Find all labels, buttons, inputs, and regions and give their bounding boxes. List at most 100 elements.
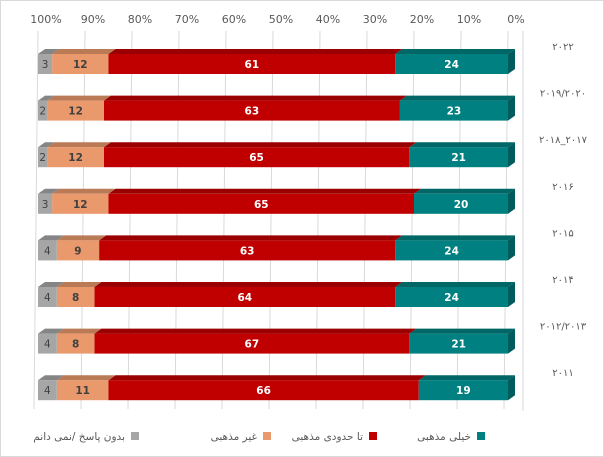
bar-segment [103, 100, 400, 121]
bar-top [409, 328, 515, 334]
bar-segment [395, 287, 508, 307]
data-label: 11 [75, 385, 90, 397]
bar-segment [103, 147, 410, 168]
category-label: ۲۰۱۸_۲۰۱۷ [539, 135, 588, 146]
bar-top [38, 235, 64, 241]
bar-top [38, 49, 60, 54]
data-label: 24 [444, 245, 459, 257]
gridline [33, 30, 39, 410]
data-label: 9 [74, 245, 81, 257]
bar-segment [414, 193, 508, 214]
bar-segment [409, 147, 508, 168]
bar-top [108, 375, 426, 381]
data-label: 4 [44, 245, 51, 257]
data-label: 12 [68, 152, 83, 164]
legend-swatch [263, 432, 271, 440]
bar-side [508, 375, 515, 401]
x-tick-label: 100% [30, 13, 61, 26]
bar-top [409, 142, 515, 148]
bar-segment [108, 193, 414, 214]
x-tick-label: 30% [363, 13, 387, 26]
bar-segment [38, 100, 48, 121]
legend-swatch [477, 432, 485, 440]
data-label: 8 [72, 292, 79, 304]
data-label: 21 [451, 339, 466, 351]
legend-label: خیلی مذهبی [417, 431, 471, 443]
category-label: ۲۰۱۵ [552, 228, 573, 239]
bar-top [108, 49, 403, 54]
data-label: 21 [451, 152, 466, 164]
data-label: 65 [249, 152, 264, 164]
data-label: 2 [39, 152, 46, 164]
bar-top [52, 49, 116, 54]
category-label: ۲۰۱۱ [552, 368, 573, 379]
x-tick-label: 80% [128, 13, 152, 26]
data-label: 12 [68, 106, 83, 118]
category-label: ۲۰۱۹/۲۰۲۰ [540, 89, 586, 100]
bar-top [395, 235, 515, 241]
x-tick-label: 50% [269, 13, 293, 26]
bar-top [38, 142, 55, 148]
data-label: 19 [456, 385, 471, 397]
legend-swatch [131, 432, 139, 440]
legend-swatch [369, 432, 377, 440]
data-label: 66 [256, 385, 271, 397]
bar-top [56, 328, 102, 334]
data-label: 23 [447, 106, 462, 118]
bar-top [38, 375, 64, 381]
bar-top [395, 49, 515, 54]
legend-label: بدون پاسخ /نمی دانم [33, 431, 125, 443]
category-label: ۲۰۲۲ [552, 42, 573, 53]
bar-top [38, 95, 55, 101]
bar-side [508, 282, 515, 307]
bar-top [94, 282, 403, 287]
data-label: 8 [72, 339, 79, 351]
bar-top [414, 188, 515, 194]
bar-top [52, 188, 116, 194]
bar-segment [56, 287, 95, 307]
bar-side [508, 95, 515, 121]
bar-segment [409, 333, 508, 354]
legend-label: تا حدودی مذهبی [292, 431, 363, 443]
bar-segment [108, 54, 396, 74]
bar-segment [38, 147, 48, 168]
bar-segment [47, 147, 104, 168]
bar-segment [38, 54, 53, 74]
bar-top [38, 282, 64, 287]
x-tick-label: 20% [410, 13, 434, 26]
bar-top [38, 328, 64, 334]
data-label: 4 [44, 385, 51, 397]
bar-side [508, 49, 515, 74]
bar-top [56, 235, 107, 241]
data-label: 61 [245, 59, 260, 71]
x-tick-label: 70% [175, 13, 199, 26]
bar-top [56, 375, 116, 381]
bar-top [56, 282, 102, 287]
bar-top [47, 95, 111, 101]
bar-segment [418, 380, 508, 401]
x-tick-label: 0% [507, 13, 524, 26]
bar-segment [38, 333, 57, 354]
data-label: 64 [237, 292, 252, 304]
bar-segment [38, 193, 53, 214]
bar-segment [94, 287, 396, 307]
data-label: 63 [245, 106, 260, 118]
bar-segment [56, 380, 109, 401]
x-tick-label: 10% [457, 13, 481, 26]
category-label: ۲۰۱۴ [552, 275, 573, 286]
data-label: 12 [73, 199, 88, 211]
data-label: 24 [444, 292, 459, 304]
data-label: 4 [44, 339, 51, 351]
data-label: 4 [44, 292, 51, 304]
bar-top [108, 188, 421, 194]
bar-segment [38, 380, 57, 401]
bar-segment [47, 100, 104, 121]
bar-side [508, 142, 515, 168]
bar-segment [395, 54, 508, 74]
bar-segment [108, 380, 419, 401]
bar-segment [399, 100, 508, 121]
x-tick-label: 60% [222, 13, 246, 26]
bar-segment [56, 240, 100, 261]
bar-side [508, 188, 515, 214]
